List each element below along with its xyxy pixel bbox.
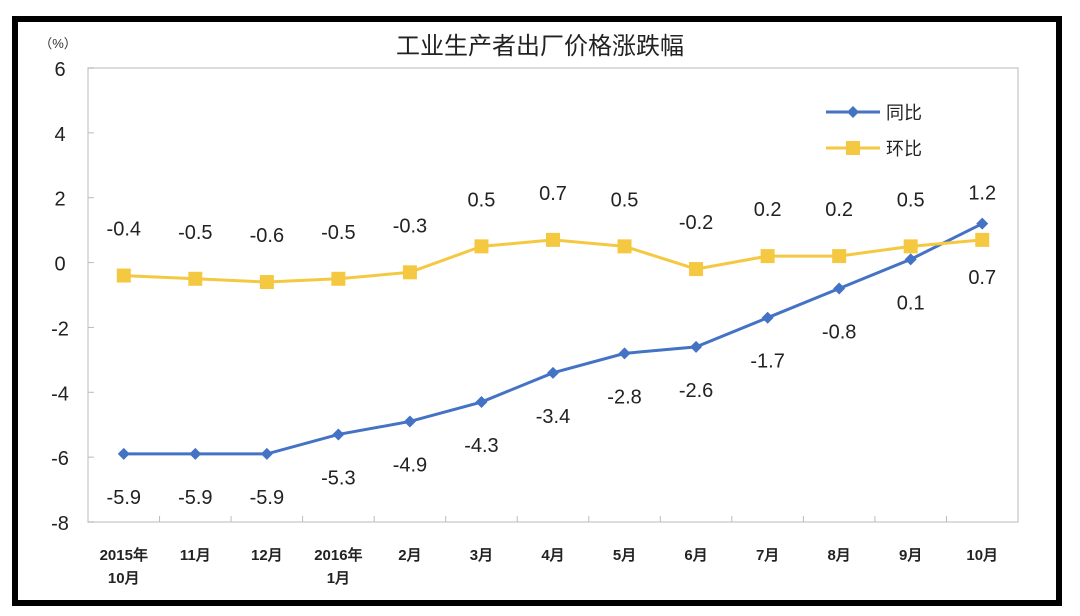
data-point-yoy	[904, 253, 917, 266]
data-label: -0.4	[107, 219, 141, 241]
y-tick-label: 4	[54, 124, 65, 146]
data-point-mom	[259, 275, 274, 290]
data-point-mom	[760, 249, 775, 264]
data-point-mom	[188, 271, 203, 286]
data-point-mom	[331, 271, 346, 286]
y-tick-label: -2	[51, 318, 69, 340]
legend-label: 同比	[886, 103, 922, 123]
y-tick-label: -8	[51, 513, 69, 535]
data-label: -0.6	[250, 225, 284, 247]
data-label: 0.7	[968, 267, 996, 289]
data-point-yoy	[761, 311, 774, 324]
data-point-mom	[903, 239, 918, 254]
x-tick-label: 5月	[613, 547, 636, 564]
x-tick-label: 2月	[398, 547, 421, 564]
data-label: -0.8	[822, 322, 856, 344]
data-label: 0.5	[897, 189, 925, 211]
y-tick-label: 2	[54, 189, 65, 211]
y-tick-label: -4	[51, 383, 69, 405]
plot-area	[87, 67, 1019, 523]
x-tick-label: 6月	[684, 547, 707, 564]
data-label: -0.5	[321, 222, 355, 244]
data-label: -5.9	[107, 487, 141, 509]
y-axis-unit: （%）	[39, 36, 77, 51]
data-label: -1.7	[750, 351, 784, 373]
data-label: -2.6	[679, 380, 713, 402]
x-tick-label: 12月	[251, 547, 283, 564]
data-point-mom	[975, 232, 990, 247]
data-label: -5.9	[178, 487, 212, 509]
x-tick-label: 3月	[470, 547, 493, 564]
data-point-yoy	[189, 447, 202, 460]
data-label: 0.5	[468, 189, 496, 211]
data-point-yoy	[618, 347, 631, 360]
y-tick-label: 0	[54, 254, 65, 276]
data-point-yoy	[690, 340, 703, 353]
data-label: -5.3	[321, 467, 355, 489]
legend-marker	[846, 141, 860, 155]
data-point-mom	[402, 265, 417, 280]
data-label: -0.2	[679, 212, 713, 234]
data-label: 0.2	[825, 199, 853, 221]
x-tick-label: 1月	[327, 570, 350, 587]
data-point-yoy	[547, 366, 559, 379]
x-tick-label: 2015年	[100, 546, 148, 564]
data-point-mom	[474, 239, 489, 254]
data-label: 0.2	[754, 199, 782, 221]
x-tick-label: 9月	[899, 547, 922, 564]
data-label: -2.8	[607, 386, 641, 408]
chart-title: 工业生产者出厂价格涨跌幅	[396, 33, 684, 60]
legend-label: 环比	[886, 139, 922, 159]
data-label: -3.4	[536, 406, 570, 428]
data-label: 0.1	[897, 292, 925, 314]
y-tick-label: -6	[51, 448, 69, 470]
data-label: -0.5	[178, 222, 212, 244]
data-point-yoy	[976, 217, 989, 230]
data-point-yoy	[117, 447, 130, 460]
data-point-yoy	[260, 447, 273, 460]
data-label: -5.9	[250, 487, 284, 509]
x-tick-label: 10月	[108, 570, 140, 587]
data-label: -4.9	[393, 454, 427, 476]
x-tick-label: 4月	[541, 547, 564, 564]
data-label: -4.3	[464, 435, 498, 457]
data-point-yoy	[475, 396, 488, 409]
chart-frame	[12, 16, 1062, 606]
legend-marker	[847, 106, 859, 118]
data-point-mom	[689, 262, 704, 277]
data-point-yoy	[833, 282, 846, 295]
data-point-yoy	[332, 428, 345, 441]
data-point-mom	[116, 268, 131, 283]
x-tick-label: 2016年	[314, 546, 362, 564]
x-tick-label: 10月	[966, 547, 998, 564]
x-tick-label: 8月	[827, 547, 850, 564]
y-tick-label: 6	[54, 59, 65, 81]
data-point-mom	[546, 232, 560, 247]
x-tick-label: 7月	[756, 547, 779, 564]
data-label: 0.5	[611, 189, 639, 211]
x-tick-label: 11月	[180, 547, 211, 564]
data-label: -0.3	[393, 215, 427, 237]
data-label: 1.2	[968, 183, 996, 205]
data-point-mom	[832, 249, 847, 264]
data-point-yoy	[403, 415, 416, 428]
data-point-mom	[617, 239, 632, 254]
data-label: 0.7	[539, 183, 567, 205]
